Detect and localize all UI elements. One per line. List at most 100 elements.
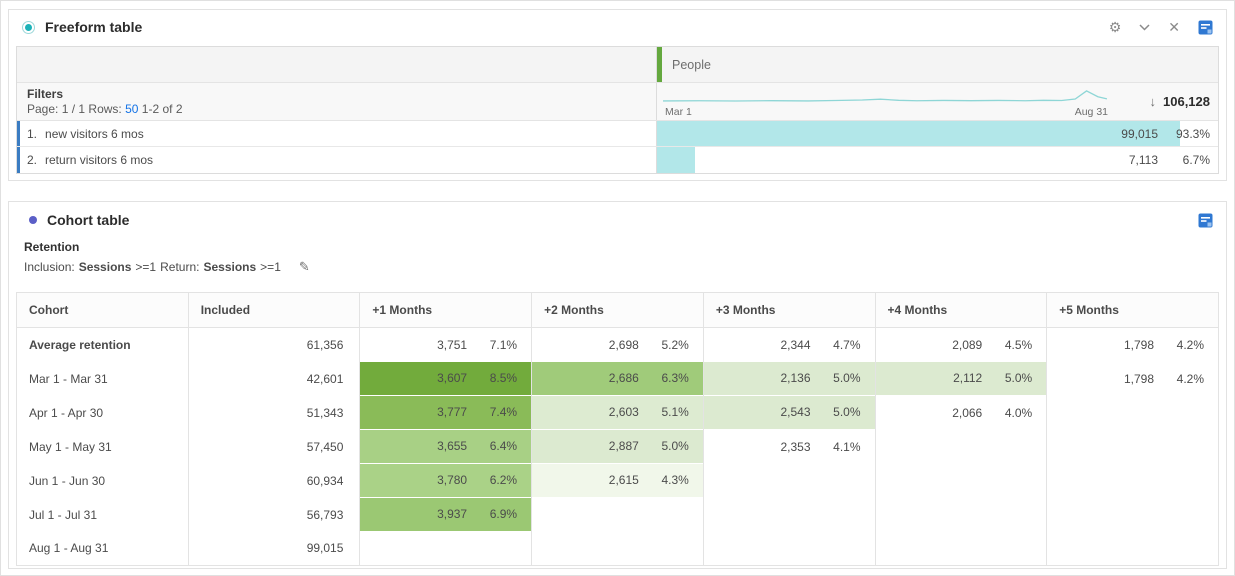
column-drag-handle[interactable]: [657, 47, 662, 82]
metric-summary-cell: Mar 1 Aug 31 ↓ 106,128: [657, 83, 1218, 120]
people-column-header[interactable]: People: [657, 47, 1218, 82]
settings-gear-icon[interactable]: ⚙: [1108, 19, 1122, 35]
cohort-label-cell[interactable]: Average retention: [16, 327, 189, 362]
cohort-metric-cell[interactable]: 1,798 4.2%: [1046, 361, 1219, 396]
cell-percent: 5.2%: [661, 337, 689, 352]
radio-dot-icon: [25, 23, 32, 31]
page-label: Page:: [27, 102, 59, 116]
row-label: return visitors 6 mos: [45, 153, 154, 167]
cohort-included-cell[interactable]: 60,934: [188, 463, 361, 498]
cohort-metric-cell[interactable]: [875, 531, 1048, 566]
column-header-plus3[interactable]: +3 Months: [703, 292, 876, 328]
return-label: Return:: [160, 260, 200, 274]
column-header-plus5[interactable]: +5 Months: [1046, 292, 1219, 328]
close-icon[interactable]: ✕: [1168, 19, 1180, 35]
cell-percent: 4.0%: [1004, 405, 1033, 420]
cohort-metric-cell[interactable]: 1,798 4.2%: [1046, 327, 1219, 362]
cohort-metric-cell[interactable]: 2,066 4.0%: [875, 395, 1048, 430]
cohort-metric-cell[interactable]: 2,112 5.0%: [875, 361, 1048, 396]
column-header-label: People: [672, 57, 711, 72]
cohort-metric-cell[interactable]: 2,603 5.1%: [531, 395, 704, 430]
metric-total: 106,128: [1163, 94, 1210, 109]
cohort-label-cell[interactable]: Jul 1 - Jul 31: [16, 497, 189, 532]
row-value-cell[interactable]: 99,015 93.3%: [657, 121, 1218, 146]
cohort-metric-cell[interactable]: [875, 429, 1048, 464]
cell-percent: 6.3%: [661, 371, 689, 385]
data-source-icon[interactable]: [1198, 20, 1213, 35]
panel-title: Freeform table: [45, 19, 143, 35]
cohort-metric-cell[interactable]: 2,887 5.0%: [531, 429, 704, 464]
cohort-metric-cell[interactable]: [1046, 497, 1219, 532]
cohort-included-cell[interactable]: 99,015: [188, 531, 361, 566]
cohort-metric-cell[interactable]: [1046, 429, 1219, 464]
panel-select-radio[interactable]: [22, 20, 35, 34]
cohort-metric-cell[interactable]: [1046, 463, 1219, 498]
freeform-table-row[interactable]: 1. new visitors 6 mos 99,015 93.3%: [17, 121, 1218, 147]
cohort-included-cell[interactable]: 51,343: [188, 395, 361, 430]
cell-value: 2,603: [608, 405, 639, 419]
cohort-metric-cell[interactable]: 2,353 4.1%: [703, 429, 876, 464]
cohort-label-cell[interactable]: Mar 1 - Mar 31: [16, 361, 189, 396]
cohort-metric-cell[interactable]: [531, 497, 704, 532]
cohort-metric-cell[interactable]: 2,698 5.2%: [531, 327, 704, 362]
cell-value: 2,089: [952, 337, 983, 352]
cohort-metric-cell[interactable]: 2,089 4.5%: [875, 327, 1048, 362]
return-operator: >=1: [260, 260, 281, 274]
column-header-cohort[interactable]: Cohort: [16, 292, 189, 328]
cohort-metric-cell[interactable]: [1046, 395, 1219, 430]
cohort-metric-cell[interactable]: [875, 497, 1048, 532]
cohort-metric-cell[interactable]: [875, 463, 1048, 498]
cohort-label-cell[interactable]: Jun 1 - Jun 30: [16, 463, 189, 498]
column-header-plus1[interactable]: +1 Months: [359, 292, 533, 328]
cohort-metric-cell[interactable]: 3,780 6.2%: [359, 463, 533, 498]
inclusion-operator: >=1: [135, 260, 157, 274]
cohort-metric-cell[interactable]: 3,607 8.5%: [359, 361, 533, 396]
row-value-cell[interactable]: 7,113 6.7%: [657, 147, 1218, 173]
cohort-label-cell[interactable]: Apr 1 - Apr 30: [16, 395, 189, 430]
cell-percent: 6.4%: [489, 439, 518, 453]
value-bar: [657, 121, 1181, 146]
cohort-included-cell[interactable]: 42,601: [188, 361, 361, 396]
cohort-metric-cell[interactable]: 2,543 5.0%: [703, 395, 876, 430]
cohort-metric-cell[interactable]: [359, 531, 533, 566]
column-header-plus4[interactable]: +4 Months: [875, 292, 1048, 328]
cohort-metric-cell[interactable]: 3,937 6.9%: [359, 497, 533, 532]
cohort-metric-cell[interactable]: [531, 531, 704, 566]
cell-percent: 4.1%: [833, 439, 861, 454]
row-percent: 93.3%: [1175, 126, 1210, 141]
cohort-metric-cell[interactable]: 3,751 7.1%: [359, 327, 533, 362]
data-source-icon[interactable]: [1198, 213, 1213, 228]
cohort-label-cell[interactable]: May 1 - May 31: [16, 429, 189, 464]
filters-label: Filters: [27, 87, 64, 101]
cell-value: 3,751: [437, 337, 468, 352]
row-label-cell[interactable]: 2. return visitors 6 mos: [17, 147, 657, 173]
cell-value: 3,780: [437, 473, 468, 487]
cohort-metric-cell[interactable]: 3,777 7.4%: [359, 395, 533, 430]
cohort-metric-cell[interactable]: 2,615 4.3%: [531, 463, 704, 498]
column-header-plus2[interactable]: +2 Months: [531, 292, 704, 328]
cohort-metric-cell[interactable]: [703, 463, 876, 498]
rows-per-page-link[interactable]: 50: [125, 102, 139, 116]
chevron-down-icon[interactable]: [1139, 23, 1150, 31]
cohort-table-row: May 1 - May 31 57,450 3,655 6.4% 2,887 5.0%…: [16, 429, 1219, 464]
cohort-included-cell[interactable]: 61,356: [188, 327, 361, 362]
cohort-metric-cell[interactable]: [703, 531, 876, 566]
column-header-included[interactable]: Included: [188, 292, 361, 328]
cohort-metric-cell[interactable]: 2,136 5.0%: [703, 361, 876, 396]
cell-percent: 8.5%: [489, 371, 518, 385]
cohort-metric-cell[interactable]: [1046, 531, 1219, 566]
cohort-metric-cell[interactable]: 2,344 4.7%: [703, 327, 876, 362]
freeform-table-row[interactable]: 2. return visitors 6 mos 7,113 6.7%: [17, 147, 1218, 173]
cohort-table-row: Apr 1 - Apr 30 51,343 3,777 7.4% 2,603 5.1%…: [16, 395, 1219, 430]
cohort-table-row: Jun 1 - Jun 30 60,934 3,780 6.2% 2,615 4.3%: [16, 463, 1219, 498]
edit-pencil-icon[interactable]: ✎: [298, 259, 310, 274]
row-label-cell[interactable]: 1. new visitors 6 mos: [17, 121, 657, 146]
cohort-metric-cell[interactable]: 2,686 6.3%: [531, 361, 704, 396]
cohort-included-cell[interactable]: 57,450: [188, 429, 361, 464]
cohort-metric-cell[interactable]: [703, 497, 876, 532]
cohort-label-cell[interactable]: Aug 1 - Aug 31: [16, 531, 189, 566]
cohort-included-cell[interactable]: 56,793: [188, 497, 361, 532]
cell-percent: 4.3%: [661, 473, 689, 487]
sort-descending-icon[interactable]: ↓: [1149, 94, 1157, 109]
cohort-metric-cell[interactable]: 3,655 6.4%: [359, 429, 533, 464]
